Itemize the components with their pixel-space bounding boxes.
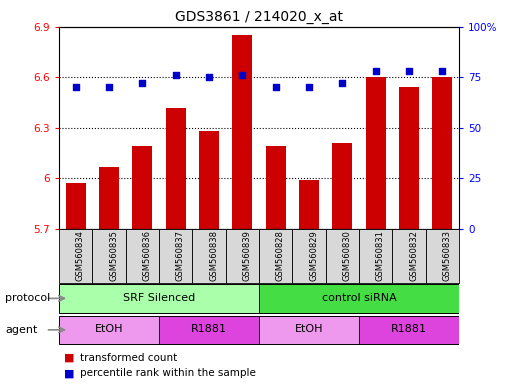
Text: ■: ■ <box>64 353 74 363</box>
Text: GSM560831: GSM560831 <box>376 230 385 281</box>
Text: GSM560829: GSM560829 <box>309 230 318 281</box>
Text: GSM560833: GSM560833 <box>442 230 451 281</box>
Point <box>438 68 446 74</box>
Point <box>305 84 313 91</box>
Point <box>105 84 113 91</box>
Bar <box>126 229 159 283</box>
Bar <box>159 316 259 344</box>
Bar <box>299 180 319 229</box>
Bar <box>432 78 452 229</box>
Bar <box>359 229 392 283</box>
Text: EtOH: EtOH <box>95 324 123 334</box>
Point <box>138 80 146 86</box>
Bar <box>326 229 359 283</box>
Bar <box>392 229 426 283</box>
Text: GSM560838: GSM560838 <box>209 230 218 281</box>
Bar <box>359 316 459 344</box>
Text: GSM560834: GSM560834 <box>76 230 85 281</box>
Bar <box>59 229 92 283</box>
Text: transformed count: transformed count <box>80 353 177 363</box>
Bar <box>99 167 119 229</box>
Title: GDS3861 / 214020_x_at: GDS3861 / 214020_x_at <box>175 10 343 25</box>
Text: GSM560828: GSM560828 <box>276 230 285 281</box>
Text: agent: agent <box>5 325 37 335</box>
Bar <box>399 88 419 229</box>
Text: SRF Silenced: SRF Silenced <box>123 293 195 303</box>
Bar <box>159 229 192 283</box>
Bar <box>259 229 292 283</box>
Text: GSM560835: GSM560835 <box>109 230 118 281</box>
Bar <box>66 184 86 229</box>
Text: R1881: R1881 <box>191 324 227 334</box>
Text: GSM560837: GSM560837 <box>175 230 185 281</box>
Point <box>338 80 346 86</box>
Bar <box>232 35 252 229</box>
Point <box>238 72 246 78</box>
Point <box>205 74 213 81</box>
Point <box>71 84 80 91</box>
Bar <box>259 316 359 344</box>
Bar <box>59 284 259 313</box>
Bar <box>199 131 219 229</box>
Bar <box>292 229 326 283</box>
Text: GSM560839: GSM560839 <box>242 230 251 281</box>
Text: ■: ■ <box>64 368 74 378</box>
Text: GSM560830: GSM560830 <box>343 230 351 281</box>
Point <box>405 68 413 74</box>
Text: protocol: protocol <box>5 293 50 303</box>
Bar <box>226 229 259 283</box>
Bar <box>259 284 459 313</box>
Bar <box>266 146 286 229</box>
Bar <box>426 229 459 283</box>
Text: GSM560836: GSM560836 <box>143 230 151 281</box>
Point <box>171 72 180 78</box>
Text: percentile rank within the sample: percentile rank within the sample <box>80 368 255 378</box>
Text: EtOH: EtOH <box>295 324 323 334</box>
Text: GSM560832: GSM560832 <box>409 230 418 281</box>
Bar <box>92 229 126 283</box>
Bar <box>192 229 226 283</box>
Point <box>271 84 280 91</box>
Text: control siRNA: control siRNA <box>322 293 397 303</box>
Point <box>371 68 380 74</box>
Bar <box>132 146 152 229</box>
Text: R1881: R1881 <box>391 324 427 334</box>
Bar <box>366 78 386 229</box>
Bar <box>332 143 352 229</box>
Bar <box>166 108 186 229</box>
Bar <box>59 316 159 344</box>
